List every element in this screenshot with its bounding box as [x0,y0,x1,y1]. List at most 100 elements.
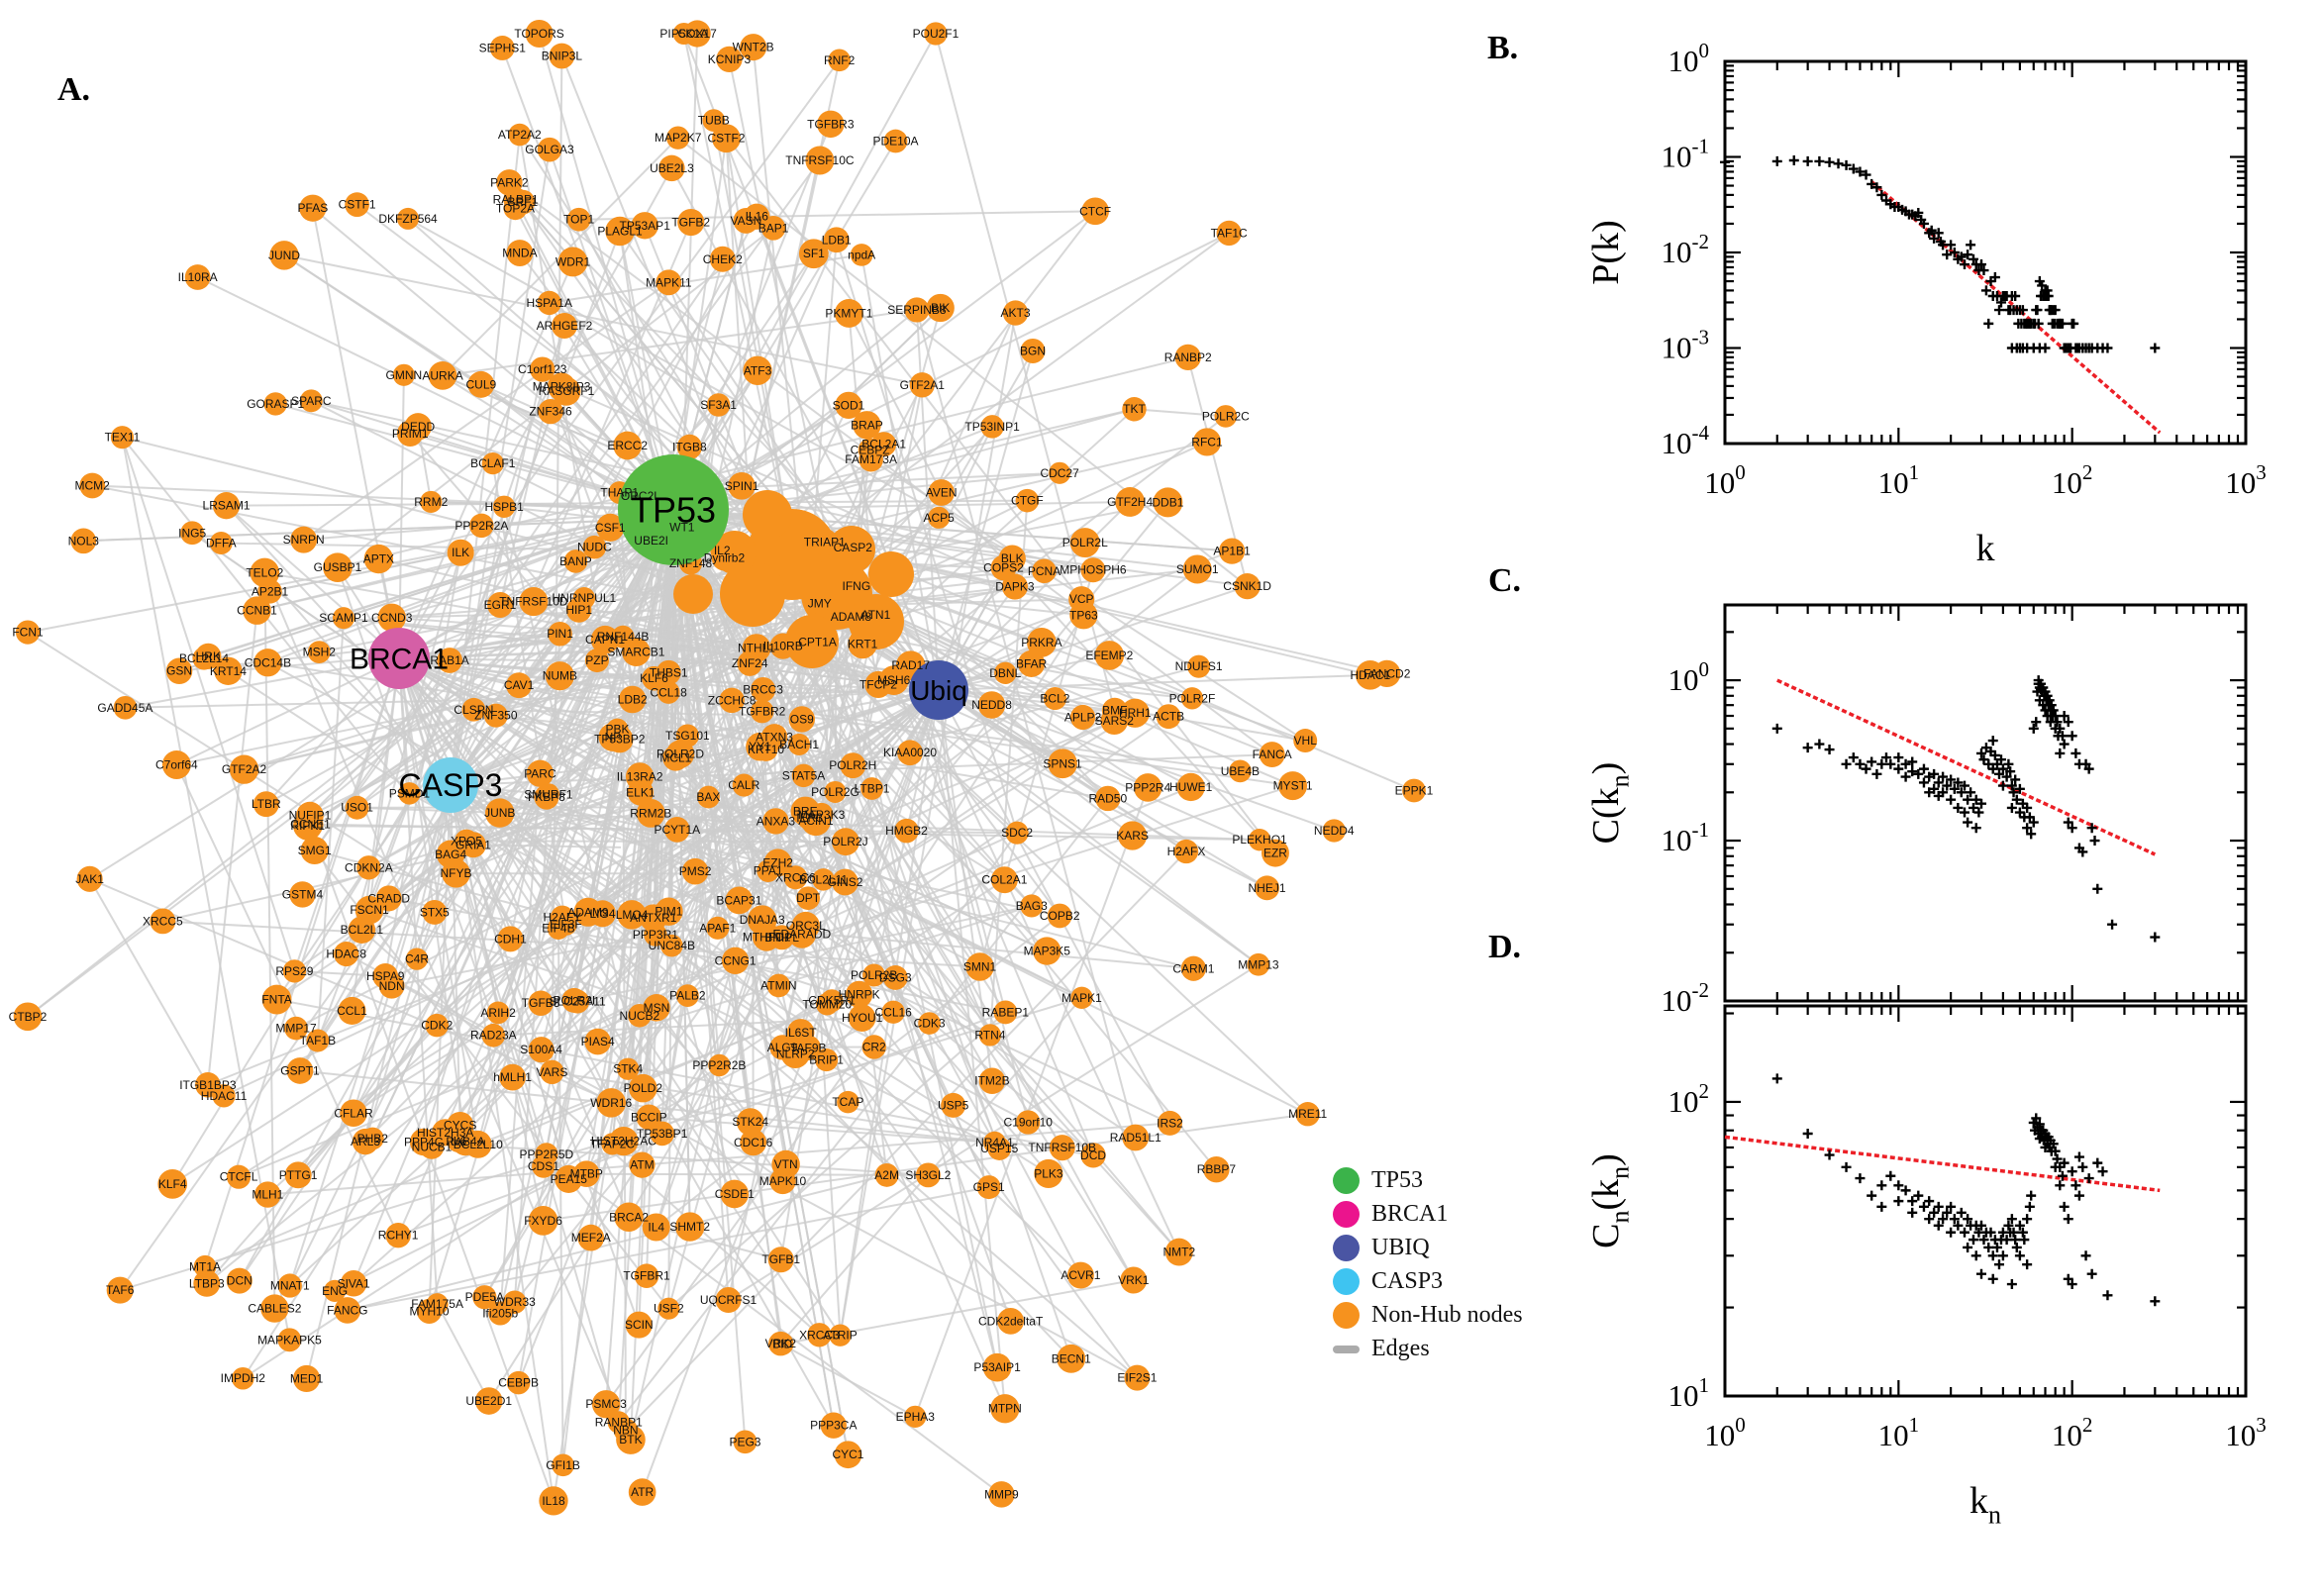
data-point [1997,1250,2008,1261]
network-node-label: YY1 [749,740,771,753]
data-point [1997,763,2008,774]
network-node-label: ING5 [178,526,206,540]
network-node-label: CTCFL [220,1170,258,1184]
network-node [750,699,774,724]
network-node [463,1130,492,1158]
network-node [334,1297,361,1324]
network-node [428,360,457,390]
data-point [1848,752,1859,763]
network-node [1033,937,1061,965]
network-node [1174,344,1201,370]
network-node-label: MT1A [189,1259,221,1273]
data-point [1913,207,1924,218]
network-node [918,1012,941,1035]
network-node-label: USO1 [341,801,373,815]
network-node [834,1441,862,1469]
network-node-label: NUMB [543,669,577,683]
data-point [1938,1214,1949,1225]
network-node [766,973,791,998]
network-node-label: POLR2H [829,758,876,772]
network-node-label: NUDC [577,541,612,554]
network-node-label: GTF2H4 [1107,495,1153,509]
network-node [823,227,850,253]
network-node [1156,704,1181,730]
network-node [284,1161,312,1189]
network-node-label: NUCB1 [412,1140,453,1153]
data-point [2092,883,2103,894]
network-node-label: WDR16 [590,1096,632,1110]
network-node-label: NDN [379,979,405,993]
legend-dot-icon [1333,1167,1360,1194]
network-node-label: CHEK2 [703,252,743,266]
network-node [672,22,695,46]
data-point [2089,836,2100,847]
network-node [816,992,839,1016]
network-node [338,996,366,1025]
network-node-label: HDAC8 [326,948,366,961]
network-node [675,1212,705,1242]
data-point [1788,154,1799,165]
network-node [1080,1143,1106,1168]
data-point [1989,749,2000,760]
network-node-label: POLR2D [656,748,704,761]
network-node-label: BAG4 [435,848,466,861]
network-node [253,648,282,677]
network-node [1066,1261,1094,1289]
network-node [499,1063,526,1091]
data-point [2073,1151,2084,1162]
network-node-label: SCAMP1 [319,611,368,625]
network-node-label: PIN1 [547,627,573,641]
network-edge [940,491,1276,854]
network-node [1295,1102,1320,1127]
data-point [1953,777,1964,788]
network-node-label: DSG3 [879,970,912,984]
network-node [229,754,259,784]
network-node [293,811,323,841]
network-node-label: NP [605,731,622,745]
network-node-label: GSN [166,664,192,678]
data-point [1933,777,1944,788]
network-edge [938,350,1034,691]
network-node [928,479,955,506]
network-node [243,596,271,625]
network-node-label: CALR [728,778,759,792]
network-node [829,1324,852,1347]
data-point [1913,768,1924,779]
network-node-label: LTBR [252,797,281,811]
data-point [1970,823,1981,834]
data-point [1987,1250,1998,1261]
network-node-label: EZH2 [762,855,793,869]
network-node-label: LTBP1 [855,782,890,796]
network-node-label: MYH10 [409,1304,449,1318]
network-edge [780,937,829,1005]
network-node-label: VHL [1294,734,1318,748]
network-node-label: SCIN [625,1318,654,1332]
network-node-label: PCNA [1028,564,1060,578]
network-node-label: SMG1 [298,844,332,857]
network-node [740,34,767,61]
network-node [485,798,515,828]
network-node-label: BANP [559,554,592,568]
network-node-label: PHB2 [357,1132,389,1146]
network-edge [508,181,1273,755]
network-node [1018,649,1046,677]
network-node-label: NFYB [441,866,472,880]
network-node-label: MPHOSPH6 [1060,563,1127,577]
network-node-label: FANCD2 [1364,666,1411,680]
data-point [1963,1242,1973,1252]
network-node [596,1088,626,1118]
data-point [1933,1220,1944,1231]
network-node-label: ANTXR1 [630,911,677,925]
data-point [1771,155,1782,166]
data-point [1913,1190,1924,1201]
network-node [269,241,299,270]
network-node-label: CFLAR [334,1106,373,1120]
hub-node-TP53 [618,454,729,565]
data-point [1900,1185,1911,1196]
data-point [1987,1273,1998,1284]
network-node [663,817,690,843]
network-node [510,189,536,215]
network-node [625,1311,653,1339]
network-node [260,1294,289,1323]
